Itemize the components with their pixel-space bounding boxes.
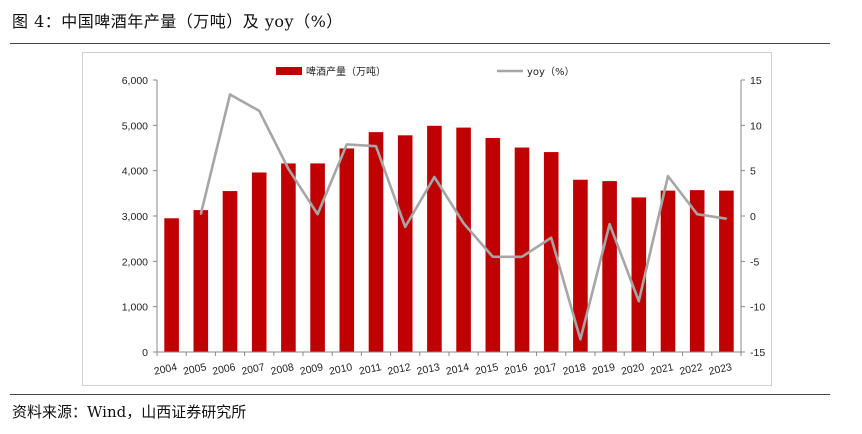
bar-2008: [281, 163, 296, 352]
y-right-tick-label: 10: [750, 120, 762, 132]
x-tick-label: 2016: [503, 361, 528, 378]
top-rule: [10, 43, 830, 44]
yoy-point-2006: [229, 93, 231, 96]
source-note: 资料来源：Wind，山西证券研究所: [12, 403, 247, 421]
yoy-point-2020: [638, 300, 640, 303]
bar-2019: [602, 181, 617, 352]
y-left-tick-label: 2,000: [122, 256, 148, 268]
legend-line-label: yoy（%）: [527, 66, 574, 78]
y-right-tick-label: 15: [750, 75, 762, 87]
y-left-tick-label: 0: [142, 347, 148, 359]
bar-2004: [164, 218, 179, 352]
y-right-tick-label: -10: [750, 302, 765, 314]
yoy-point-2023: [725, 217, 728, 220]
bar-2013: [427, 125, 442, 352]
yoy-point-2011: [375, 145, 377, 147]
bottom-rule: [10, 394, 830, 395]
yoy-point-2015: [492, 255, 494, 258]
y-right-tick-label: -5: [750, 256, 759, 268]
y-left-tick-label: 1,000: [122, 302, 148, 314]
yoy-point-2021: [667, 175, 669, 177]
bar-2005: [193, 210, 209, 352]
x-tick-label: 2008: [270, 361, 295, 378]
yoy-point-2007: [258, 110, 261, 112]
x-tick-label: 2010: [328, 361, 353, 378]
bar-2010: [339, 148, 355, 352]
x-tick-label: 2011: [358, 361, 383, 377]
y-left-tick-label: 4,000: [122, 166, 148, 178]
yoy-point-2018: [579, 338, 582, 341]
y-left-tick-label: 6,000: [122, 75, 148, 87]
x-tick-label: 2007: [240, 361, 265, 378]
x-tick-label: 2009: [299, 361, 324, 378]
yoy-point-2014: [462, 222, 465, 225]
yoy-point-2005: [200, 213, 202, 215]
x-tick-label: 2014: [445, 361, 470, 378]
x-tick-label: 2019: [591, 361, 616, 378]
bar-2023: [719, 190, 734, 352]
y-left-tick-label: 5,000: [122, 120, 148, 132]
bar-2016: [514, 147, 530, 352]
x-tick-label: 2023: [708, 361, 733, 378]
y-right-tick-label: -15: [750, 347, 765, 359]
yoy-point-2013: [433, 176, 436, 178]
bar-2022: [689, 190, 705, 352]
yoy-point-2008: [287, 168, 290, 170]
figure-title: 图 4：中国啤酒年产量（万吨）及 yoy（%）: [12, 12, 343, 31]
legend-bar-swatch: [276, 67, 302, 75]
bar-2014: [456, 127, 471, 352]
x-tick-label: 2013: [416, 361, 441, 378]
x-tick-label: 2004: [153, 361, 178, 378]
x-tick-label: 2021: [649, 361, 674, 378]
bar-2018: [573, 179, 588, 352]
x-tick-label: 2022: [678, 361, 703, 378]
yoy-point-2009: [316, 213, 319, 215]
x-tick-label: 2005: [182, 361, 207, 378]
y-right-tick-label: 5: [750, 166, 756, 178]
x-tick-label: 2017: [532, 361, 557, 378]
yoy-point-2019: [608, 223, 611, 225]
bar-2009: [310, 163, 325, 352]
legend-bar-label: 啤酒产量（万吨）: [306, 65, 386, 78]
x-tick-label: 2006: [211, 361, 236, 378]
legend: 啤酒产量（万吨） yoy（%）: [276, 65, 574, 78]
chart-frame: [82, 52, 772, 386]
bar-2011: [368, 132, 384, 352]
bar-2012: [397, 135, 413, 352]
y-right-tick-label: 0: [750, 211, 756, 223]
x-tick-label: 2018: [562, 361, 587, 378]
bar-2020: [631, 197, 647, 352]
y-left-tick-label: 3,000: [122, 211, 148, 223]
x-tick-label: 2012: [386, 361, 411, 378]
x-tick-label: 2015: [474, 361, 499, 378]
x-tick-label: 2020: [620, 361, 645, 378]
bar-2017: [543, 152, 559, 352]
bar-2015: [485, 138, 501, 352]
yoy-point-2016: [521, 255, 523, 258]
yoy-point-2022: [696, 213, 698, 215]
bar-2007: [251, 172, 267, 352]
yoy-point-2017: [550, 236, 552, 239]
yoy-point-2010: [346, 143, 348, 146]
bar-2021: [660, 190, 676, 352]
bar-series: [164, 125, 734, 352]
bar-2006: [222, 191, 238, 352]
yoy-point-2012: [404, 226, 407, 228]
axes: 0 1,000 2,000 3,000 4,000 5,000 6,000 -15 -10 -5 0…: [122, 75, 766, 378]
yoy-line-series: [199, 93, 728, 341]
